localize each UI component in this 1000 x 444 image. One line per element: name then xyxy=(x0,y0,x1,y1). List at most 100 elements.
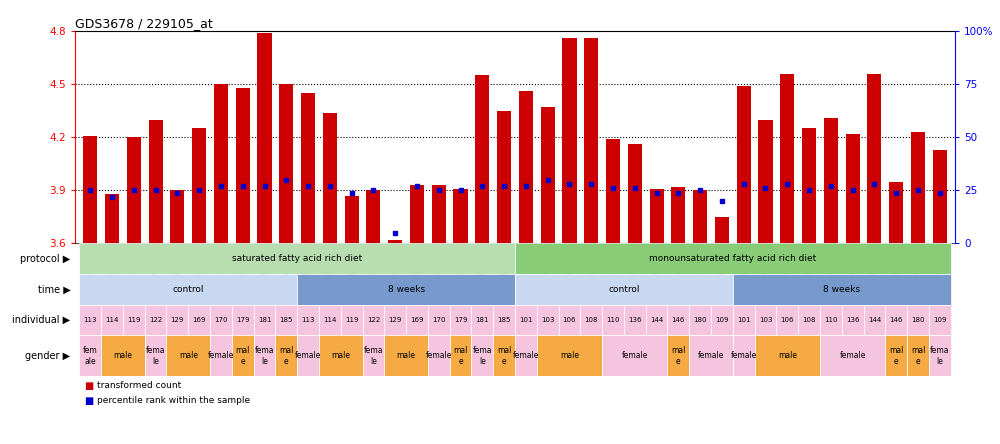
Bar xyxy=(166,305,188,335)
Text: 108: 108 xyxy=(802,317,816,323)
Bar xyxy=(297,305,319,335)
Text: 119: 119 xyxy=(345,317,358,323)
Text: 169: 169 xyxy=(192,317,206,323)
Bar xyxy=(428,305,450,335)
Text: transformed count: transformed count xyxy=(97,381,181,390)
Text: 106: 106 xyxy=(781,317,794,323)
Text: female: female xyxy=(698,351,724,361)
Text: male: male xyxy=(179,351,198,361)
Bar xyxy=(254,335,275,376)
Text: 110: 110 xyxy=(606,317,620,323)
Text: 170: 170 xyxy=(214,317,228,323)
Bar xyxy=(515,243,951,274)
Text: 181: 181 xyxy=(476,317,489,323)
Text: male: male xyxy=(331,351,350,361)
Bar xyxy=(715,217,729,243)
Text: 179: 179 xyxy=(454,317,467,323)
Bar xyxy=(301,93,315,243)
Text: 8 weeks: 8 weeks xyxy=(823,285,860,294)
Text: ■: ■ xyxy=(85,381,97,391)
Bar xyxy=(820,335,885,376)
Text: 146: 146 xyxy=(890,317,903,323)
Text: gender ▶: gender ▶ xyxy=(25,351,71,361)
Bar xyxy=(475,75,489,243)
Bar xyxy=(275,305,297,335)
Bar xyxy=(79,243,515,274)
Text: time ▶: time ▶ xyxy=(38,285,71,294)
Text: mal
e: mal e xyxy=(671,346,686,365)
Bar xyxy=(646,305,667,335)
Bar xyxy=(471,335,493,376)
Bar xyxy=(911,132,925,243)
Text: mal
e: mal e xyxy=(453,346,468,365)
Bar xyxy=(145,335,166,376)
Text: 181: 181 xyxy=(258,317,271,323)
Text: control: control xyxy=(173,285,204,294)
Bar xyxy=(733,274,951,305)
Bar xyxy=(907,335,929,376)
Text: ■: ■ xyxy=(85,396,97,406)
Text: 106: 106 xyxy=(563,317,576,323)
Text: mal
e: mal e xyxy=(911,346,925,365)
Text: mal
e: mal e xyxy=(279,346,293,365)
Text: 179: 179 xyxy=(236,317,249,323)
Bar xyxy=(497,111,511,243)
Text: female: female xyxy=(295,351,321,361)
Bar xyxy=(232,305,254,335)
Bar xyxy=(606,139,620,243)
Bar xyxy=(689,305,711,335)
Bar xyxy=(432,185,446,243)
Bar xyxy=(929,335,951,376)
Bar xyxy=(257,33,272,243)
Bar xyxy=(602,305,624,335)
Bar xyxy=(737,86,751,243)
Text: 144: 144 xyxy=(868,317,881,323)
Text: female: female xyxy=(208,351,234,361)
Bar xyxy=(428,335,450,376)
Bar xyxy=(667,335,689,376)
Text: 114: 114 xyxy=(105,317,119,323)
Text: mal
e: mal e xyxy=(236,346,250,365)
Bar xyxy=(755,335,820,376)
Bar xyxy=(127,137,141,243)
Text: male: male xyxy=(113,351,132,361)
Bar xyxy=(79,335,101,376)
Text: female: female xyxy=(839,351,866,361)
Text: 185: 185 xyxy=(497,317,511,323)
Bar xyxy=(319,335,363,376)
Text: 119: 119 xyxy=(127,317,141,323)
Text: fema
le: fema le xyxy=(255,346,274,365)
Bar xyxy=(802,128,816,243)
Bar xyxy=(101,335,145,376)
Text: individual ▶: individual ▶ xyxy=(12,315,71,325)
Text: 103: 103 xyxy=(541,317,554,323)
Bar xyxy=(515,305,537,335)
Bar xyxy=(275,335,297,376)
Text: control: control xyxy=(608,285,640,294)
Text: 113: 113 xyxy=(301,317,315,323)
Bar xyxy=(907,305,929,335)
Text: female: female xyxy=(622,351,648,361)
Bar xyxy=(537,335,602,376)
Text: protocol ▶: protocol ▶ xyxy=(20,254,71,264)
Bar xyxy=(667,305,689,335)
Bar xyxy=(933,150,947,243)
Bar xyxy=(820,305,842,335)
Text: male: male xyxy=(778,351,797,361)
Bar xyxy=(363,305,384,335)
Bar xyxy=(297,274,515,305)
Bar xyxy=(519,91,533,243)
Text: 129: 129 xyxy=(389,317,402,323)
Bar xyxy=(798,305,820,335)
Bar xyxy=(864,305,885,335)
Text: 136: 136 xyxy=(846,317,859,323)
Text: percentile rank within the sample: percentile rank within the sample xyxy=(97,396,250,405)
Bar xyxy=(345,196,359,243)
Bar xyxy=(559,305,580,335)
Bar xyxy=(210,305,232,335)
Text: 114: 114 xyxy=(323,317,337,323)
Bar xyxy=(780,74,794,243)
Text: 101: 101 xyxy=(737,317,750,323)
Bar xyxy=(149,119,163,243)
Text: 144: 144 xyxy=(650,317,663,323)
